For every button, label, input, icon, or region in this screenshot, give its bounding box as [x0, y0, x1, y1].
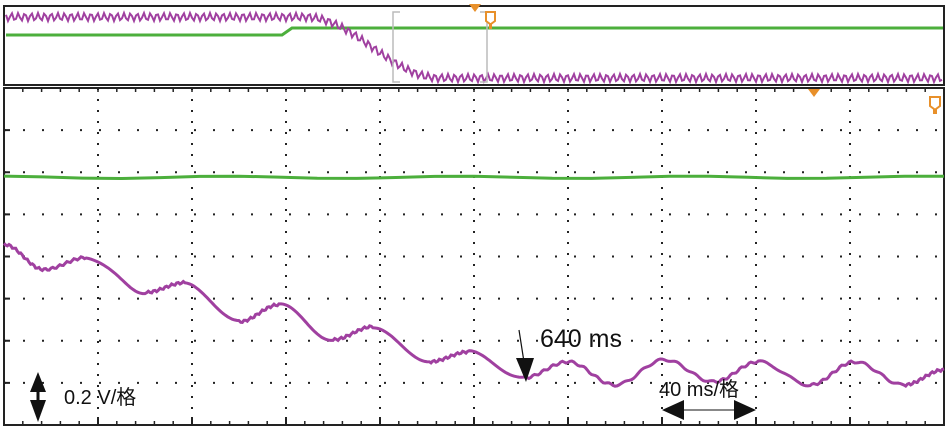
time-marker-arrow-line [518, 329, 525, 363]
trigger-marker-icon [808, 89, 820, 97]
down-arrow-icon [30, 400, 46, 422]
zoom-window-bracket [392, 11, 488, 83]
overview-panel [3, 4, 945, 86]
green-trace [3, 174, 945, 181]
purple-trace [2, 242, 945, 389]
main-plot: 640 ms 0.2 V/格 40 ms/格 [2, 87, 945, 426]
grid [3, 88, 944, 425]
time-marker-annotation: 640 ms [516, 325, 622, 382]
overview-purple-trace [5, 10, 943, 85]
right-arrow-icon [734, 400, 756, 420]
overview-green-trace [6, 26, 943, 37]
horizontal-scale-label: 40 ms/格 [659, 378, 739, 401]
time-marker-label: 640 ms [540, 325, 622, 353]
vertical-scale-label: 0.2 V/格 [64, 386, 136, 409]
vertical-scale-annotation: 0.2 V/格 [30, 372, 136, 422]
trigger-level-marker-icon [485, 11, 496, 29]
time-marker-arrow-icon [516, 358, 534, 382]
left-arrow-icon [662, 400, 684, 420]
trigger-position-marker-icon [469, 4, 481, 12]
horizontal-scale-annotation: 40 ms/格 [659, 378, 756, 420]
up-arrow-icon [30, 372, 46, 392]
level-marker-icon [929, 96, 941, 114]
